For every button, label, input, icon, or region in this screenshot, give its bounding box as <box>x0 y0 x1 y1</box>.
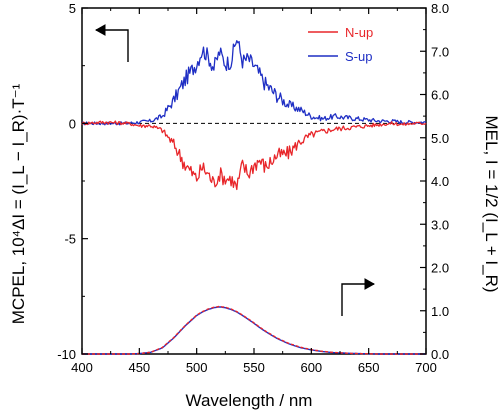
x-tick-label: 650 <box>358 360 380 375</box>
y-right-tick-label: 5.0 <box>431 131 449 146</box>
y-right-tick-label: 3.0 <box>431 217 449 232</box>
y-right-tick-label: 0.0 <box>431 347 449 362</box>
x-axis-title: Wavelength / nm <box>186 391 313 410</box>
ticks-layer <box>81 7 427 355</box>
x-tick-label: 600 <box>300 360 322 375</box>
x-tick-label: 500 <box>186 360 208 375</box>
y-axis-right-title: MEL, I = 1/2 (I_L + I_R) <box>482 115 498 292</box>
right-axis-arrow-head <box>364 278 376 290</box>
series-line-s-up <box>81 40 427 126</box>
x-tick-label: 400 <box>71 360 93 375</box>
left-axis-arrow-shaft <box>96 29 129 62</box>
legend: N-up S-up <box>308 25 373 64</box>
y-right-tick-label: 6.0 <box>431 88 449 103</box>
series-line-n-up <box>81 120 427 191</box>
y-right-tick-label: 8.0 <box>431 1 449 16</box>
y-right-tick-label: 2.0 <box>431 261 449 276</box>
labels-layer: 400 450 500 550 600 650 700 5 0 -5 -10 8.0 7.0 6.0 5.0… <box>57 1 449 375</box>
series-line-el-s-up <box>82 306 426 355</box>
y-axis-left-title: MCPEL, 10⁴ΔI = (I_L − I_R)·T⁻¹ <box>9 83 28 324</box>
y-left-tick-label: -5 <box>64 232 76 247</box>
x-tick-label: 450 <box>128 360 150 375</box>
plot-frame <box>81 7 427 355</box>
y-right-tick-label: 1.0 <box>431 304 449 319</box>
y-left-tick-label: 5 <box>69 1 76 16</box>
y-left-tick-label: 0 <box>69 116 76 131</box>
plot-border <box>81 7 427 355</box>
x-tick-label: 700 <box>415 360 437 375</box>
series-layer <box>81 40 427 355</box>
y-left-tick-label: -10 <box>57 347 76 362</box>
x-tick-label: 550 <box>243 360 265 375</box>
y-right-tick-label: 7.0 <box>431 44 449 59</box>
series-line-el-n-up <box>82 305 426 355</box>
axis-arrows <box>94 24 376 316</box>
legend-label-n-up: N-up <box>345 25 373 40</box>
right-axis-arrow-shaft <box>341 283 374 316</box>
legend-label-s-up: S-up <box>345 49 372 64</box>
y-right-tick-label: 4.0 <box>431 174 449 189</box>
left-axis-arrow-head <box>94 24 106 36</box>
